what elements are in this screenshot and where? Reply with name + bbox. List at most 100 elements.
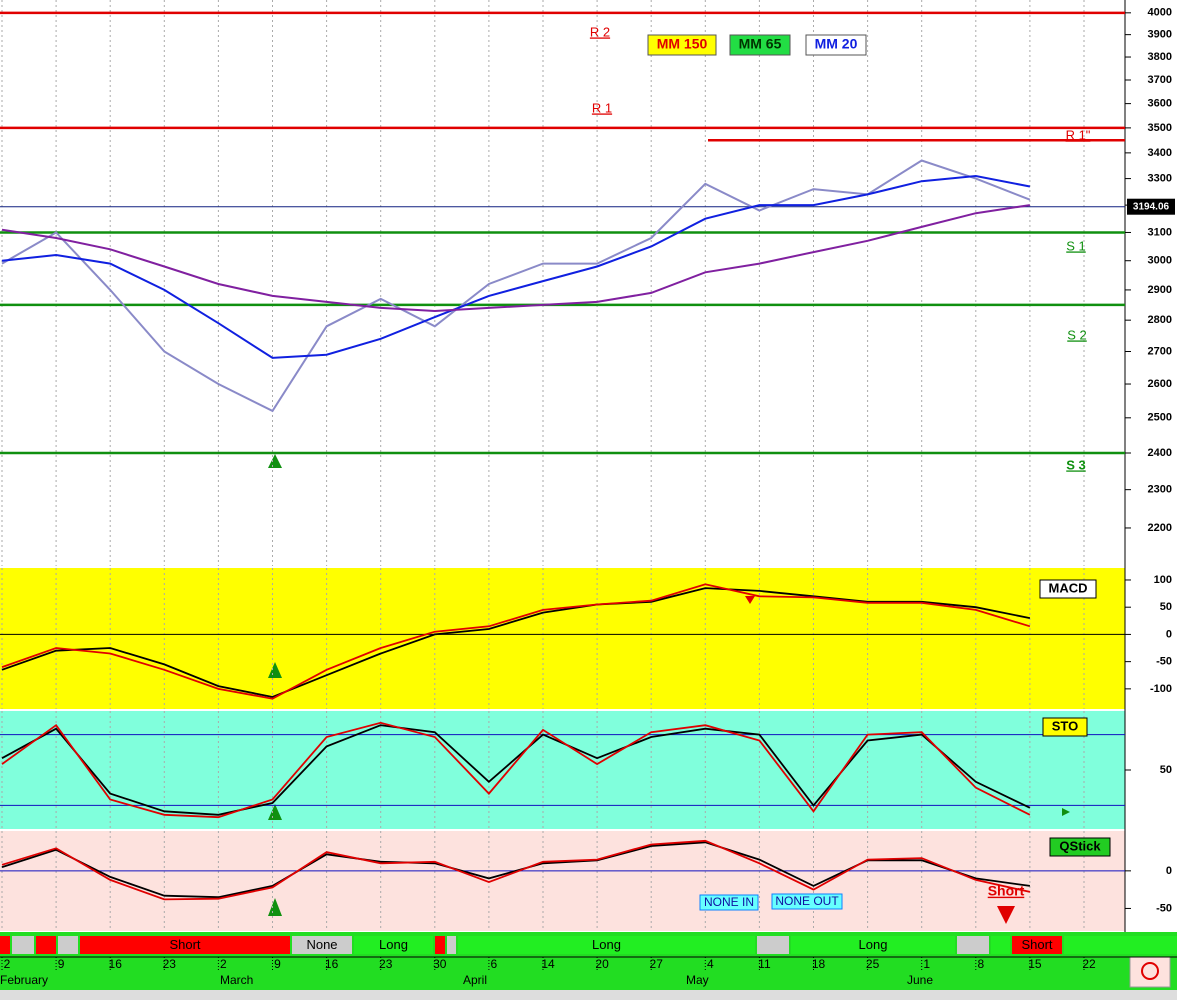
series-line <box>1 159 1031 413</box>
icon-box <box>1129 956 1171 988</box>
panel-label: MACD <box>1049 580 1088 595</box>
x-tick-label: 2 <box>4 957 11 971</box>
y-tick-label: 2600 <box>1148 378 1172 390</box>
arrow <box>268 662 282 678</box>
y-tick-label: 0 <box>1166 865 1172 877</box>
x-tick-label: 6 <box>491 957 498 971</box>
y-tick-label: 2200 <box>1148 522 1172 534</box>
x-tick-label: 18 <box>812 957 826 971</box>
month-label: June <box>907 973 933 987</box>
last-value-label: 3194.06 <box>1133 201 1170 212</box>
x-tick-label: 1 <box>923 957 930 971</box>
y-tick-label: 50 <box>1160 601 1172 613</box>
month-label: April <box>463 973 487 987</box>
level-label: S 3 <box>1066 457 1086 472</box>
signal-segment <box>447 936 456 954</box>
y-tick-label: 2900 <box>1148 284 1172 296</box>
y-tick-label: -50 <box>1156 902 1172 914</box>
y-tick-label: 100 <box>1154 574 1172 586</box>
level-label: R 1" <box>1066 127 1091 142</box>
y-tick-label: 3700 <box>1148 74 1172 86</box>
price-panel <box>0 0 1125 566</box>
arrow <box>745 596 755 604</box>
signal-segment: Short <box>80 936 290 954</box>
signal-segment: None <box>292 936 352 954</box>
series-line <box>1 587 1031 698</box>
month-label: February <box>0 973 48 987</box>
x-tick-label: 16 <box>109 957 123 971</box>
y-tick-label: 4000 <box>1148 7 1172 19</box>
x-tick-label: 9 <box>274 957 281 971</box>
series-line <box>1 204 1031 313</box>
scroll-strip <box>0 990 1177 1000</box>
signal-segment <box>435 936 445 954</box>
signal-segment <box>0 936 10 954</box>
signal-segment <box>36 936 56 954</box>
panel-label: STO <box>1052 718 1079 733</box>
y-tick-label: 2300 <box>1148 484 1172 496</box>
x-tick-label: 9 <box>58 957 65 971</box>
level-label: S 1 <box>1066 238 1086 253</box>
x-tick-label: 22 <box>1082 957 1096 971</box>
legend-box <box>729 34 791 56</box>
y-tick-label: 2700 <box>1148 345 1172 357</box>
arrow <box>268 454 282 468</box>
arrow <box>268 804 282 820</box>
panel-label-box <box>1042 717 1088 737</box>
y-tick-label: 2400 <box>1148 447 1172 459</box>
month-label: March <box>220 973 253 987</box>
signal-segment: Long <box>458 936 755 954</box>
x-tick-label: 20 <box>595 957 609 971</box>
legend-label: MM 150 <box>657 36 708 52</box>
qstick-panel <box>0 831 1125 931</box>
y-tick-label: 3300 <box>1148 172 1172 184</box>
arrow <box>1062 808 1070 816</box>
sad-icon <box>1141 962 1159 980</box>
month-label: May <box>686 973 709 987</box>
x-tick-label: 25 <box>866 957 880 971</box>
x-tick-label: 15 <box>1028 957 1042 971</box>
macd-panel <box>0 568 1125 709</box>
annotation: NONE IN <box>704 895 754 909</box>
legend-label: MM 20 <box>815 36 858 52</box>
annotation-box <box>771 893 843 910</box>
annotation: Short <box>988 883 1025 899</box>
legend-label: MM 65 <box>739 36 782 52</box>
y-tick-label: 50 <box>1160 764 1172 776</box>
y-tick-label: 3100 <box>1148 226 1172 238</box>
x-tick-label: 14 <box>541 957 555 971</box>
sto-panel <box>0 711 1125 829</box>
signal-segment <box>58 936 78 954</box>
signal-segment: Long <box>791 936 955 954</box>
level-label: S 2 <box>1067 327 1087 342</box>
level-label: R 2 <box>590 24 610 39</box>
x-tick-label: 16 <box>325 957 339 971</box>
y-tick-label: 3600 <box>1148 98 1172 110</box>
y-tick-label: 3400 <box>1148 147 1172 159</box>
arrow <box>997 906 1015 924</box>
legend-box <box>647 34 717 56</box>
annotation-box <box>699 894 759 911</box>
series-line <box>1 174 1031 359</box>
y-tick-label: -100 <box>1150 683 1172 695</box>
last-value-box <box>1127 198 1175 215</box>
panel-label-box <box>1049 837 1111 857</box>
y-tick-label: -50 <box>1156 656 1172 668</box>
y-tick-label: 0 <box>1166 628 1172 640</box>
x-tick-label: 11 <box>758 957 771 971</box>
annotation: NONE OUT <box>775 894 839 908</box>
signal-segment <box>757 936 789 954</box>
series-line <box>1 583 1031 700</box>
signal-segment: Short <box>1012 936 1062 954</box>
y-tick-label: 3900 <box>1148 29 1172 41</box>
level-label: R 1 <box>592 100 612 115</box>
x-tick-label: 27 <box>650 957 664 971</box>
y-tick-label: 3800 <box>1148 51 1172 63</box>
x-tick-label: 23 <box>379 957 393 971</box>
y-tick-label: 2500 <box>1148 412 1172 424</box>
signal-segment: Long <box>354 936 433 954</box>
signal-segment <box>1064 936 1177 954</box>
x-tick-label: 8 <box>977 957 984 971</box>
